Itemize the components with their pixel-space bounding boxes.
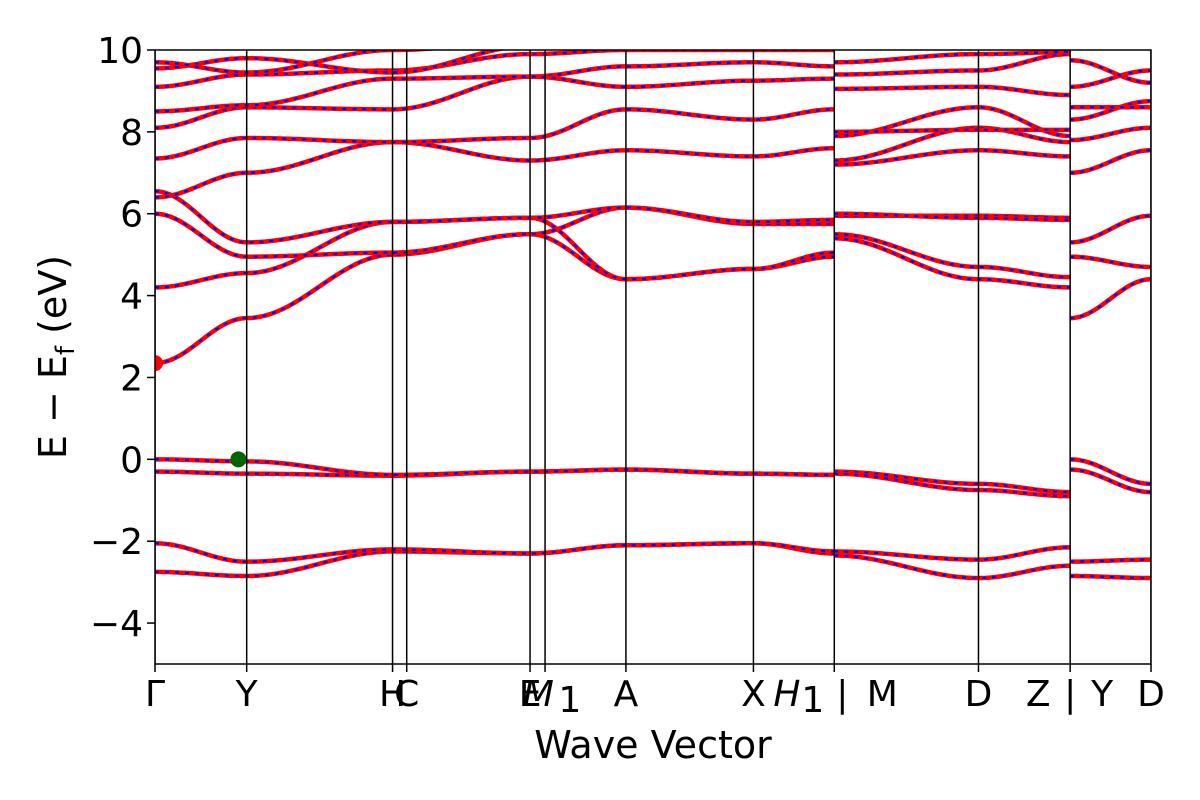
x-tick-label: 1: [558, 680, 581, 721]
band-line-spin-down: [1070, 574, 1151, 580]
band-line-spin-down: [1070, 59, 1151, 84]
band-line-spin-down: [155, 140, 835, 199]
x-tick-label: C: [394, 674, 419, 715]
y-axis-title-main: E − E: [31, 355, 75, 459]
band-line-spin-down: [1070, 558, 1151, 563]
band-line-spin-up: [834, 51, 1071, 77]
y-tick-label: 10: [97, 31, 143, 72]
y-axis-title-subscript: f: [51, 345, 81, 355]
x-tick-label: D: [1137, 674, 1165, 715]
plot-area: [155, 50, 1151, 664]
band-line-spin-down: [1070, 278, 1151, 320]
x-tick-label: E: [519, 674, 542, 715]
x-tick-label: H: [773, 674, 800, 715]
band-line-spin-down: [1070, 468, 1151, 494]
band-line-spin-down: [1070, 100, 1151, 121]
band-line-spin-down: [1070, 214, 1151, 244]
y-tick-label: 6: [120, 195, 143, 236]
x-tick-label: |: [836, 674, 848, 715]
y-axis-title: E − Ef (eV): [31, 255, 81, 459]
x-tick-label: 1: [801, 680, 824, 721]
band-line-spin-up: [155, 139, 835, 200]
x-tick-label: Z: [1026, 674, 1051, 715]
band-line-spin-down: [1070, 69, 1151, 88]
x-tick-label: M: [867, 674, 898, 715]
band-line-spin-down: [155, 216, 835, 289]
band-line-spin-up: [155, 107, 835, 161]
band-line-spin-down: [834, 233, 1071, 279]
x-axis: Γ Y HC EM 1 A X H 1 | M D Z | Y D: [145, 664, 1165, 721]
y-tick-label: 4: [120, 277, 143, 318]
x-tick-label: H: [379, 674, 406, 715]
y-tick-label: −2: [90, 522, 143, 563]
x-tick-label: Γ: [145, 674, 165, 715]
band-line-spin-down: [155, 206, 835, 258]
y-tick-label: −4: [90, 604, 143, 645]
vbm-marker: [230, 451, 247, 468]
x-tick-label: M: [523, 674, 554, 715]
x-tick-label: X: [741, 674, 766, 715]
band-line-spin-down: [1070, 458, 1151, 485]
plot-frame: [154, 49, 1152, 665]
cbm-marker: [155, 355, 163, 372]
y-axis-title-unit: (eV): [31, 255, 75, 346]
y-tick-label: 8: [120, 113, 143, 154]
band-line-spin-down: [155, 542, 835, 563]
band-line-spin-down: [1070, 126, 1151, 142]
x-tick-label: Y: [1090, 674, 1114, 715]
x-tick-label: Y: [235, 674, 259, 715]
x-tick-label: A: [614, 674, 639, 715]
y-tick-label: 0: [120, 440, 143, 481]
band-line-spin-down: [155, 233, 835, 365]
x-axis-title: Wave Vector: [534, 723, 772, 767]
band-line-spin-down: [1070, 149, 1151, 174]
band-line-spin-down: [1070, 255, 1151, 269]
band-line-spin-up: [155, 188, 835, 245]
band-line-spin-up: [155, 231, 835, 366]
y-tick-label: 2: [120, 358, 143, 399]
band-line-spin-up: [834, 231, 1071, 280]
x-tick-label: D: [965, 674, 993, 715]
band-line-spin-down: [834, 126, 1071, 162]
x-tick-label: |: [1064, 674, 1076, 715]
band-line-spin-up: [834, 84, 1071, 98]
band-line-spin-up: [155, 215, 835, 290]
band-line-spin-up: [155, 205, 835, 259]
band-line-spin-up: [1070, 276, 1151, 321]
y-axis: −4 −2 0 2 4 6 8 10: [90, 31, 155, 645]
